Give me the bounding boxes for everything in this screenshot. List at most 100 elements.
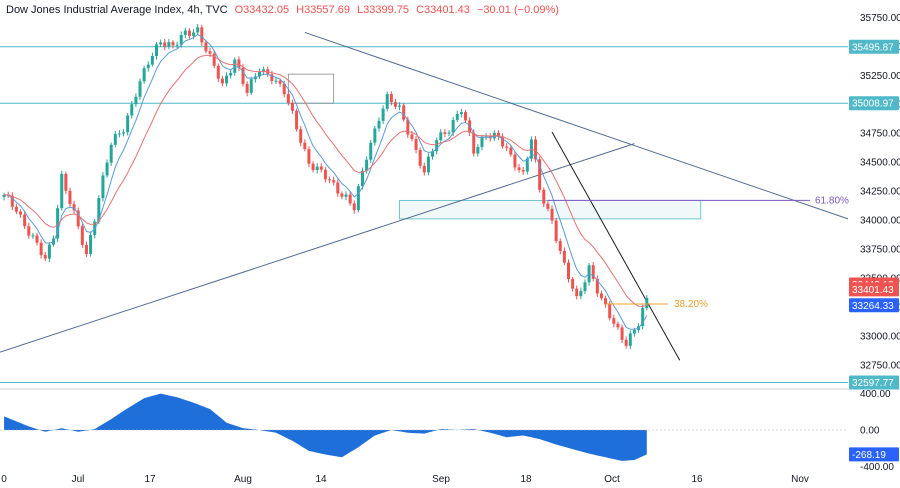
candle (418, 147, 422, 169)
candle-body (554, 220, 558, 242)
candle (35, 232, 39, 246)
candle-body (97, 198, 101, 222)
candle-body (229, 72, 233, 76)
time-tick-label: 0 (1, 474, 7, 485)
candle (23, 211, 27, 230)
legend-high: H33557.69 (296, 4, 350, 16)
candle-body (604, 298, 608, 305)
time-tick-label: 14 (315, 474, 327, 485)
candle (196, 23, 200, 35)
descending-trendline (304, 31, 849, 220)
candle-body (393, 102, 397, 107)
candle-body (476, 147, 480, 154)
candle-body (196, 27, 200, 33)
candle (521, 166, 525, 175)
candle-body (435, 140, 439, 152)
candle (56, 204, 60, 243)
candle (435, 137, 439, 155)
candle-body (389, 94, 393, 103)
candle-body (377, 120, 381, 129)
candle-body (212, 53, 216, 66)
candle-body (64, 173, 68, 191)
candle (567, 259, 570, 283)
candle-body (344, 194, 348, 197)
oscillator-tick-label: -400.00 (860, 462, 894, 473)
level-price-tag-box (849, 39, 899, 54)
level-price-tag-text: 35008.97 (852, 99, 894, 110)
candle-body (171, 42, 175, 46)
fib-618-label: 61.80% (815, 195, 849, 206)
candle (84, 241, 88, 258)
candle-body (348, 194, 352, 204)
price-tick-label: 34500.00 (860, 158, 900, 169)
candle-body (616, 323, 620, 328)
candle-body (80, 226, 84, 245)
ascending-trendline (0, 143, 635, 353)
candle (381, 105, 385, 125)
candle (200, 24, 204, 46)
level-price-tag: 35495.87 (849, 39, 899, 54)
candle (525, 156, 529, 175)
candle-body (183, 30, 187, 35)
candle (142, 65, 146, 84)
candle (175, 41, 179, 49)
candle (14, 203, 18, 215)
candle-body (641, 308, 645, 327)
candle-body (517, 167, 521, 171)
candle (311, 161, 315, 173)
price-axis: 35750.0035500.0035250.0035000.0034750.00… (849, 13, 900, 473)
candle-body (599, 293, 603, 299)
candle-body (270, 74, 274, 81)
candle-body (328, 179, 332, 181)
candle (31, 232, 35, 239)
candle (439, 128, 443, 143)
candle-body (542, 189, 546, 204)
candle-body (571, 279, 575, 289)
candle (501, 133, 505, 149)
candle (546, 200, 550, 212)
candle (159, 39, 163, 47)
resistance-box (287, 73, 335, 104)
price-tag-box (849, 298, 899, 313)
candle (60, 170, 64, 211)
candle-body (19, 211, 23, 215)
candle (505, 143, 509, 152)
candle-body (365, 159, 369, 171)
candle-body (525, 158, 529, 172)
candle-body (208, 51, 212, 54)
candle-body (130, 104, 134, 116)
price-tag-text: 33401.43 (852, 285, 894, 296)
candle-body (142, 68, 146, 82)
candle-body (299, 129, 303, 143)
candle (352, 200, 356, 214)
candle-body (562, 250, 566, 263)
candle (575, 285, 579, 300)
candle (105, 159, 109, 178)
candle (117, 130, 121, 138)
candle (307, 146, 311, 168)
candle (155, 41, 158, 60)
level-price-tag-text: 35495.87 (852, 42, 894, 53)
candle-body (583, 282, 587, 292)
candle (187, 28, 191, 39)
candle (579, 287, 583, 300)
candle-body (513, 154, 517, 168)
time-tick-label: 17 (144, 474, 156, 485)
price-tick-label: 33750.00 (860, 245, 900, 256)
candle (534, 136, 538, 163)
time-tick-label: Sep (432, 474, 450, 485)
candle (332, 176, 336, 186)
candle (616, 321, 620, 330)
candle-body (431, 151, 435, 157)
candle (369, 139, 373, 164)
candle-body (591, 265, 595, 279)
candle-body (155, 44, 158, 57)
candle-body (398, 105, 402, 107)
fib-382-label: 38.20% (674, 299, 708, 310)
candle-body (117, 133, 121, 135)
candle (464, 109, 467, 123)
candle (542, 187, 546, 208)
candle (245, 81, 249, 97)
candle-body (134, 96, 138, 105)
